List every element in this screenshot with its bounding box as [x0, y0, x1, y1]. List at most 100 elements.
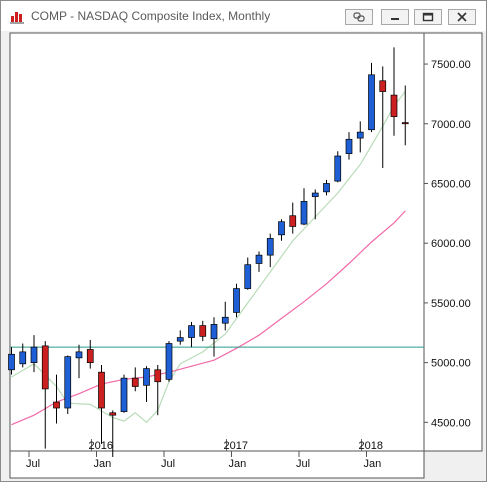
candle [109, 410, 117, 457]
candle [233, 283, 240, 318]
candle-body [278, 221, 285, 236]
candle [300, 188, 308, 226]
y-tick-label: 7000.00 [431, 119, 471, 131]
y-axis-panel [423, 32, 483, 452]
candle [345, 132, 353, 160]
candle-body [30, 346, 38, 363]
x-axis-panel [9, 450, 425, 479]
candle-body [233, 288, 240, 313]
candle [188, 322, 195, 348]
candle [323, 179, 330, 196]
bar-chart-app-icon [10, 12, 24, 24]
candle-body [390, 94, 398, 117]
close-icon [457, 12, 467, 22]
window-title: COMP - NASDAQ Composite Index, Monthly [31, 9, 271, 23]
candle [401, 85, 409, 146]
candle-body [98, 371, 105, 409]
x-year-label: 2018 [359, 440, 383, 452]
link-icon [353, 12, 365, 22]
candle [165, 341, 173, 382]
candle [41, 341, 49, 449]
candle-body [143, 368, 150, 386]
x-month-label: Jan [94, 458, 112, 470]
y-tick-label: 7500.00 [431, 59, 471, 71]
candle [390, 47, 398, 136]
candle [53, 374, 60, 424]
x-month-label: Jan [364, 458, 382, 470]
candle [199, 320, 207, 342]
x-month-label: Jul [26, 458, 40, 470]
moving-average-line-2 [11, 210, 406, 426]
candle [244, 257, 252, 290]
candle-body [131, 377, 139, 387]
y-tick-label: 4500.00 [431, 417, 471, 429]
candle-body [255, 254, 263, 264]
candle-body [379, 80, 387, 92]
minimize-button[interactable] [381, 9, 409, 25]
candle-body [154, 369, 162, 383]
candle [255, 251, 263, 272]
close-button[interactable] [448, 9, 476, 25]
x-year-label: 2017 [224, 440, 248, 452]
candle [30, 335, 38, 373]
candle-body [221, 316, 229, 324]
candle-body [345, 138, 353, 154]
candle-body [199, 325, 207, 337]
title-bar[interactable]: COMP - NASDAQ Composite Index, Monthly [1, 1, 486, 31]
candle-body [289, 215, 297, 227]
x-month-label: Jul [296, 458, 310, 470]
candle [266, 233, 274, 268]
candle [86, 339, 94, 369]
x-month-label: Jul [161, 458, 175, 470]
candle-body [176, 337, 184, 342]
candle-body [75, 351, 83, 359]
candle [221, 301, 229, 331]
candle [356, 121, 364, 153]
y-tick-label: 5500.00 [431, 298, 471, 310]
candle-body [19, 351, 27, 365]
candle-body [300, 201, 308, 225]
candle [278, 219, 285, 241]
candle-body [8, 353, 15, 371]
candle-body [210, 324, 218, 340]
candle [379, 66, 387, 168]
candle-body [244, 264, 252, 289]
candle-body [311, 192, 319, 197]
candle [8, 347, 15, 375]
candle-body [188, 325, 195, 338]
candle [289, 202, 297, 234]
candle-body [323, 183, 330, 193]
candle-body [401, 122, 409, 125]
candle-body [86, 349, 94, 363]
candle [75, 344, 83, 379]
candle [311, 189, 319, 220]
y-tick-label: 6000.00 [431, 238, 471, 250]
candle [154, 365, 162, 416]
candle-body [109, 412, 117, 416]
moving-average-line-1 [11, 91, 406, 424]
candle-body [53, 401, 60, 409]
x-month-label: Jan [229, 458, 247, 470]
candle-body [368, 74, 375, 131]
candle [334, 151, 342, 183]
candle [210, 317, 218, 357]
restore-icon [422, 12, 434, 22]
restore-button[interactable] [414, 9, 442, 25]
candle [143, 366, 150, 403]
candle [98, 365, 105, 444]
candle [64, 355, 72, 414]
candle-body [120, 377, 128, 412]
candle [368, 62, 375, 133]
candle-body [356, 131, 364, 139]
candle-body [64, 356, 72, 409]
candle-body [266, 238, 274, 256]
candle [131, 367, 139, 392]
candle [19, 343, 27, 368]
candle-body [165, 343, 173, 380]
link-button[interactable] [345, 9, 373, 25]
plot-area [9, 32, 425, 452]
candle-body [41, 345, 49, 390]
minimize-icon [391, 18, 399, 20]
y-tick-label: 5000.00 [431, 358, 471, 370]
